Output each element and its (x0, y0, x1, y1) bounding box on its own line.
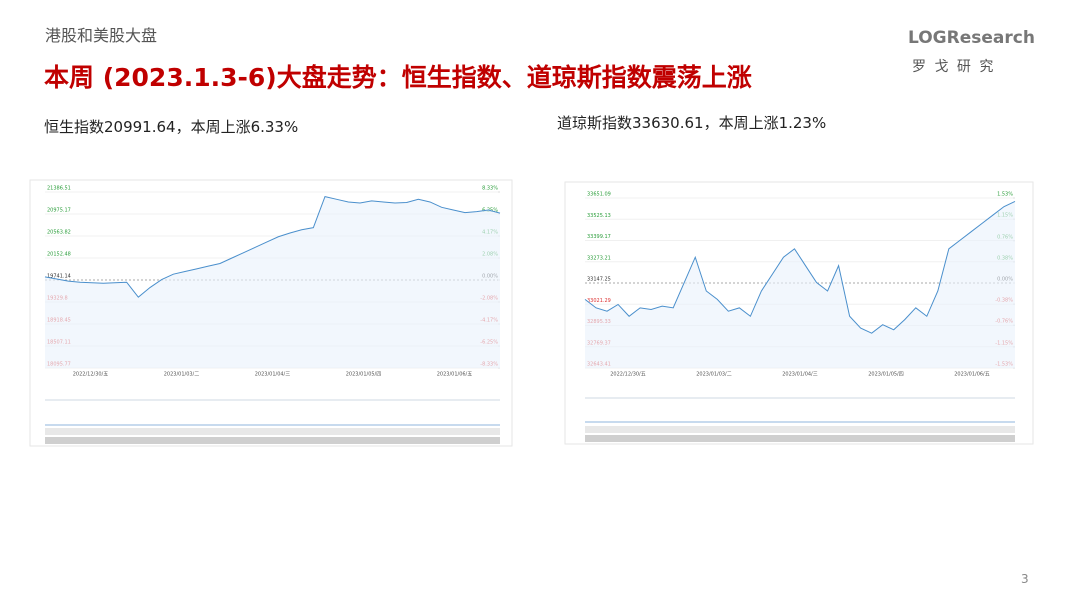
y-tick-label: 33021.29 (587, 298, 611, 304)
y2-tick-label: 2.08% (482, 252, 498, 258)
x-tick-label: 2023/01/04/三 (255, 372, 291, 378)
x-tick-label: 2023/01/06/五 (437, 372, 473, 378)
x-tick-label: 2023/01/03/二 (696, 372, 732, 378)
x-tick-label: 2023/01/04/三 (782, 372, 818, 378)
y2-tick-label: 1.15% (997, 213, 1013, 219)
price-line (44, 196, 501, 298)
y-tick-label: 33273.21 (587, 255, 611, 261)
y-tick-label: 18507.11 (47, 340, 71, 346)
y-tick-label: 32895.33 (587, 319, 611, 325)
y-tick-label: 20975.17 (47, 207, 71, 213)
x-tick-label: 2023/01/06/五 (954, 372, 990, 378)
y-tick-label: 21386.51 (47, 186, 71, 192)
y2-tick-label: 0.00% (482, 274, 498, 280)
y-tick-label: 18095.77 (47, 362, 71, 368)
y2-tick-label: 6.25% (482, 207, 498, 213)
y2-tick-label: -6.25% (480, 340, 498, 346)
slide-title: 本周 (2023.1.3-6)大盘走势：恒生指数、道琼斯指数震荡上涨 (44, 63, 752, 92)
section-label: 港股和美股大盘 (45, 26, 158, 45)
y2-tick-label: -8.33% (480, 362, 498, 368)
logo-subtitle: 罗 戈 研 究 (912, 59, 996, 75)
y2-tick-label: 0.38% (997, 255, 1013, 261)
y-tick-label: 33525.13 (587, 213, 611, 219)
scrollbar (45, 437, 500, 444)
x-tick-label: 2022/12/30/五 (610, 372, 646, 378)
area (585, 201, 1015, 368)
y-tick-label: 32769.37 (587, 340, 611, 346)
caption: 恒生指数20991.64，本周上涨6.33% (44, 118, 299, 136)
y2-tick-label: 8.33% (482, 186, 498, 192)
y-tick-label: 20563.82 (47, 230, 71, 236)
y2-tick-label: 4.17% (482, 229, 498, 235)
y-tick-label: 19741.14 (47, 274, 71, 280)
y-tick-label: 19329.8 (47, 295, 68, 301)
y-tick-label: 32643.41 (587, 362, 611, 368)
price-line (584, 201, 1016, 334)
y-tick-label: 33399.17 (587, 234, 611, 240)
y2-tick-label: 0.76% (997, 234, 1013, 240)
y2-tick-label: -1.53% (995, 362, 1013, 368)
scrollbar (585, 435, 1015, 442)
y2-tick-label: -2.08% (480, 295, 498, 301)
toolbar (45, 428, 500, 435)
chart-frame (29, 179, 513, 447)
y2-tick-label: -0.38% (995, 298, 1013, 304)
toolbar (585, 426, 1015, 433)
y2-tick-label: 0.00% (997, 277, 1013, 283)
x-tick-label: 2022/12/30/五 (73, 372, 109, 378)
x-tick-label: 2023/01/03/二 (164, 372, 200, 378)
y2-tick-label: -0.76% (995, 319, 1013, 325)
y-tick-label: 18918.45 (47, 318, 71, 324)
area (45, 196, 500, 368)
y2-tick-label: -1.15% (995, 340, 1013, 346)
y2-tick-label: -4.17% (480, 318, 498, 324)
logo: LOGResearch (908, 28, 1035, 48)
y-tick-label: 20152.48 (47, 252, 71, 258)
y-tick-label: 33651.09 (587, 192, 611, 198)
x-tick-label: 2023/01/05/四 (868, 372, 904, 378)
chart-frame (564, 181, 1034, 445)
y2-tick-label: 1.53% (997, 192, 1013, 198)
page-number: 3 (1021, 572, 1029, 586)
caption: 道琼斯指数33630.61，本周上涨1.23% (557, 114, 827, 132)
y-tick-label: 33147.25 (587, 277, 611, 283)
x-tick-label: 2023/01/05/四 (346, 372, 382, 378)
